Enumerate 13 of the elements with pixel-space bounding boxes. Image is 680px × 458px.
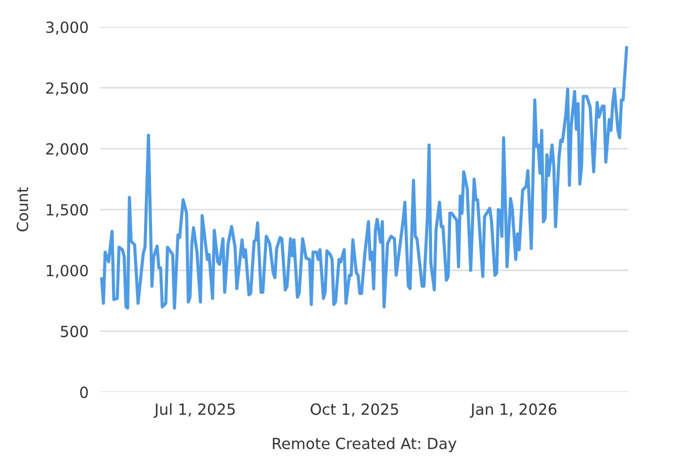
y-tick-label: 0	[80, 386, 88, 398]
y-tick-label: 2,000	[46, 143, 88, 156]
x-tick-label: Jan 1, 2026	[470, 403, 556, 418]
x-axis-title: Remote Created At: Day	[272, 437, 456, 452]
y-axis-title: Count	[16, 187, 28, 232]
y-tick-label: 1,000	[46, 264, 88, 278]
line-series	[100, 46, 628, 310]
y-tick-label: 2,500	[46, 82, 88, 96]
y-tick-label: 500	[60, 326, 88, 338]
x-tick-label: Oct 1, 2025	[310, 403, 398, 417]
x-tick-label: Jul 1, 2025	[154, 403, 235, 418]
y-tick-label: 1,500	[46, 204, 88, 218]
y-tick-label: 3,000	[46, 21, 88, 35]
